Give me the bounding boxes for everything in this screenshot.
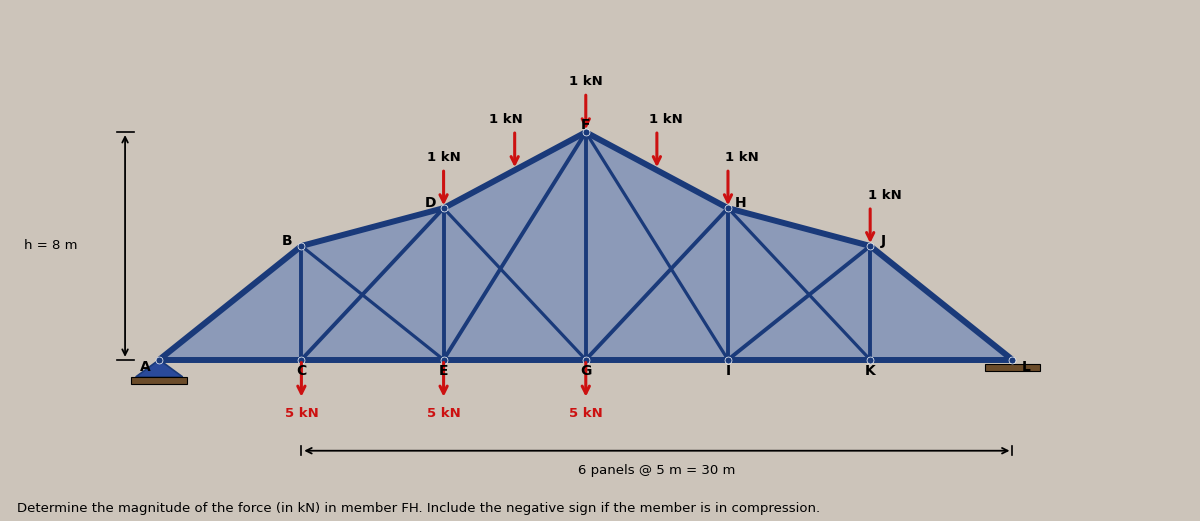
Text: 6 panels @ 5 m = 30 m: 6 panels @ 5 m = 30 m xyxy=(578,464,736,477)
Polygon shape xyxy=(132,377,187,384)
Text: 5 kN: 5 kN xyxy=(427,407,461,419)
Text: D: D xyxy=(425,196,437,210)
Text: H: H xyxy=(734,196,746,210)
Text: K: K xyxy=(865,364,876,378)
Text: Determine the magnitude of the force (in kN) in member FH. Include the negative : Determine the magnitude of the force (in… xyxy=(17,502,820,515)
Text: 1 kN: 1 kN xyxy=(648,113,683,126)
Polygon shape xyxy=(160,132,1013,359)
Text: 1 kN: 1 kN xyxy=(725,151,760,164)
Text: I: I xyxy=(726,364,731,378)
Text: F: F xyxy=(581,118,590,132)
Text: A: A xyxy=(139,360,150,374)
Text: E: E xyxy=(439,364,449,378)
Polygon shape xyxy=(136,359,182,377)
Text: 1 kN: 1 kN xyxy=(569,75,602,88)
Polygon shape xyxy=(985,364,1040,371)
Text: 5 kN: 5 kN xyxy=(569,407,602,419)
Text: 5 kN: 5 kN xyxy=(284,407,318,419)
Text: 1 kN: 1 kN xyxy=(427,151,461,164)
Text: L: L xyxy=(1022,360,1031,374)
Text: J: J xyxy=(881,234,886,248)
Text: B: B xyxy=(282,234,293,248)
Text: h = 8 m: h = 8 m xyxy=(24,240,78,253)
Text: G: G xyxy=(580,364,592,378)
Text: 1 kN: 1 kN xyxy=(868,189,901,202)
Text: C: C xyxy=(296,364,306,378)
Text: 1 kN: 1 kN xyxy=(490,113,523,126)
